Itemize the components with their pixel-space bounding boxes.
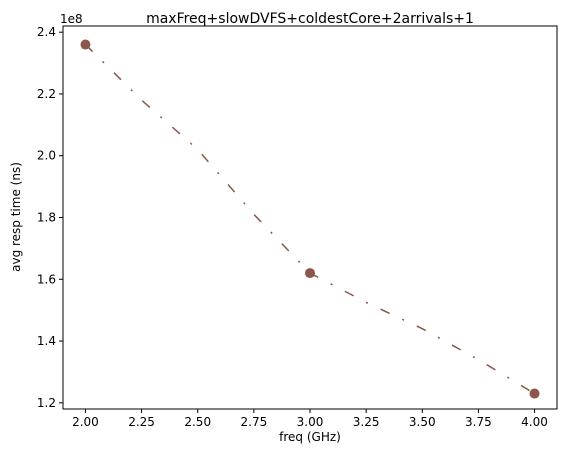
fit-curve-layer (86, 45, 535, 394)
y-axis: 1.2 1.4 1.6 1.8 2.0 2.2 2.4 (37, 25, 63, 410)
x-tick-label: 3.25 (353, 415, 380, 429)
x-tick-label: 2.50 (184, 415, 211, 429)
y-offset-label: 1e8 (60, 12, 83, 26)
x-tick-label: 2.25 (128, 415, 155, 429)
data-point (80, 40, 90, 50)
y-axis-title: avg resp time (ns) (9, 162, 23, 272)
chart-title: maxFreq+slowDVFS+coldestCore+2arrivals+1 (146, 11, 474, 27)
x-tick-label: 4.00 (521, 415, 548, 429)
y-tick-label: 2.2 (37, 87, 56, 101)
x-tick-label: 3.00 (297, 415, 324, 429)
x-axis-title: freq (GHz) (279, 430, 341, 444)
x-tick-label: 2.75 (241, 415, 268, 429)
x-tick-label: 2.00 (72, 415, 99, 429)
x-tick-label: 3.50 (409, 415, 436, 429)
y-tick-label: 1.6 (37, 272, 56, 286)
plot-frame (63, 26, 557, 409)
y-tick-label: 1.2 (37, 396, 56, 410)
x-tick-label: 3.75 (465, 415, 492, 429)
y-tick-label: 2.0 (37, 149, 56, 163)
data-point (530, 389, 540, 399)
data-point (305, 268, 315, 278)
data-points-layer (80, 40, 539, 399)
y-tick-label: 2.4 (37, 25, 56, 39)
y-tick-label: 1.8 (37, 211, 56, 225)
y-tick-label: 1.4 (37, 334, 56, 348)
fit-curve-line (86, 45, 535, 394)
x-axis: 2.00 2.25 2.50 2.75 3.00 3.25 3.50 3.75 4.00 (72, 409, 548, 429)
